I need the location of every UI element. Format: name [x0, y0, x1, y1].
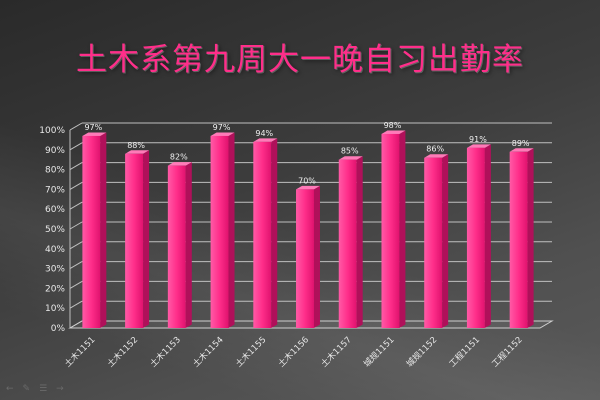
- prev-arrow-icon[interactable]: ←: [6, 384, 14, 394]
- chart-title: 土木系第九周大一晚自习出勤率: [76, 42, 524, 78]
- bar-side: [100, 132, 107, 328]
- grid-depth-line: [69, 122, 83, 131]
- y-tick-label: 0%: [51, 324, 66, 334]
- bar-top: [424, 154, 449, 158]
- grid-depth-line: [69, 280, 83, 289]
- bar: [82, 135, 101, 328]
- x-tick-label: 城规1151: [361, 334, 396, 369]
- bar: [338, 159, 357, 328]
- data-label: 85%: [341, 147, 359, 156]
- bar-top: [82, 132, 107, 136]
- bar-top: [210, 132, 235, 136]
- data-label: 94%: [255, 129, 273, 138]
- y-tick-label: 20%: [45, 284, 65, 294]
- bar-side: [185, 162, 192, 328]
- bar-side: [399, 130, 406, 328]
- bar: [509, 151, 528, 328]
- bar-top: [381, 130, 406, 134]
- x-tick-label: 土木1156: [276, 334, 311, 369]
- bar-side: [271, 138, 278, 328]
- slideshow-nav: ← ✎ ☰ →: [6, 384, 64, 394]
- bar: [125, 153, 144, 328]
- bar-side: [527, 148, 534, 328]
- y-tick-label: 100%: [39, 126, 65, 136]
- bar-top: [253, 138, 278, 142]
- bar-top: [296, 185, 320, 190]
- data-label: 89%: [512, 139, 530, 148]
- bar: [381, 133, 400, 328]
- x-tick-label: 工程1151: [448, 335, 482, 369]
- grid-depth-line: [69, 300, 83, 309]
- bar-side: [228, 132, 235, 328]
- grid-depth-line: [69, 201, 83, 210]
- y-tick-label: 80%: [45, 166, 65, 176]
- y-tick-label: 10%: [45, 304, 65, 314]
- data-label: 82%: [170, 153, 188, 162]
- x-tick-label: 工程1152: [490, 335, 524, 369]
- bar: [167, 165, 186, 328]
- bar-side: [484, 144, 491, 328]
- data-label: 91%: [469, 135, 487, 144]
- y-tick-label: 50%: [45, 225, 65, 235]
- bar-top: [125, 150, 150, 154]
- bar: [253, 141, 272, 328]
- grid-depth-line: [69, 162, 83, 171]
- data-label: 70%: [298, 176, 316, 185]
- y-tick-label: 70%: [45, 185, 65, 195]
- x-tick-label: 土木1157: [319, 334, 354, 369]
- data-label: 98%: [384, 121, 402, 130]
- x-tick-label: 土木1151: [62, 334, 97, 369]
- pen-icon[interactable]: ✎: [22, 384, 31, 394]
- bar-top: [509, 148, 534, 152]
- x-tick-label: 土木1154: [191, 334, 226, 369]
- bar-top: [338, 156, 363, 160]
- x-tick-label: 土木1153: [148, 334, 183, 369]
- bar-top: [466, 144, 491, 148]
- bar-side: [143, 150, 150, 328]
- grid-depth-line: [69, 261, 83, 270]
- bar-side: [356, 156, 363, 328]
- y-tick-label: 60%: [45, 205, 65, 215]
- data-label: 97%: [84, 123, 102, 132]
- bar-side: [313, 185, 320, 328]
- y-tick-label: 40%: [45, 245, 65, 255]
- grid-depth-line: [69, 221, 83, 230]
- data-label: 86%: [426, 145, 444, 154]
- data-label: 97%: [213, 123, 231, 132]
- data-label: 88%: [127, 141, 145, 150]
- bar-side: [442, 154, 449, 328]
- menu-icon[interactable]: ☰: [39, 384, 48, 394]
- bar: [210, 135, 229, 328]
- x-tick-label: 土木1155: [233, 334, 268, 369]
- bar: [424, 157, 443, 328]
- x-tick-label: 城规1152: [404, 334, 439, 369]
- next-arrow-icon[interactable]: →: [56, 384, 64, 394]
- y-tick-label: 90%: [45, 146, 65, 156]
- bar-top: [167, 162, 192, 166]
- x-tick-label: 土木1152: [105, 334, 140, 369]
- grid-depth-line: [69, 142, 83, 151]
- bar: [296, 189, 314, 328]
- bar: [466, 147, 485, 328]
- grid-depth-line: [69, 181, 83, 190]
- grid-depth-line: [69, 241, 83, 250]
- y-tick-label: 30%: [45, 265, 65, 275]
